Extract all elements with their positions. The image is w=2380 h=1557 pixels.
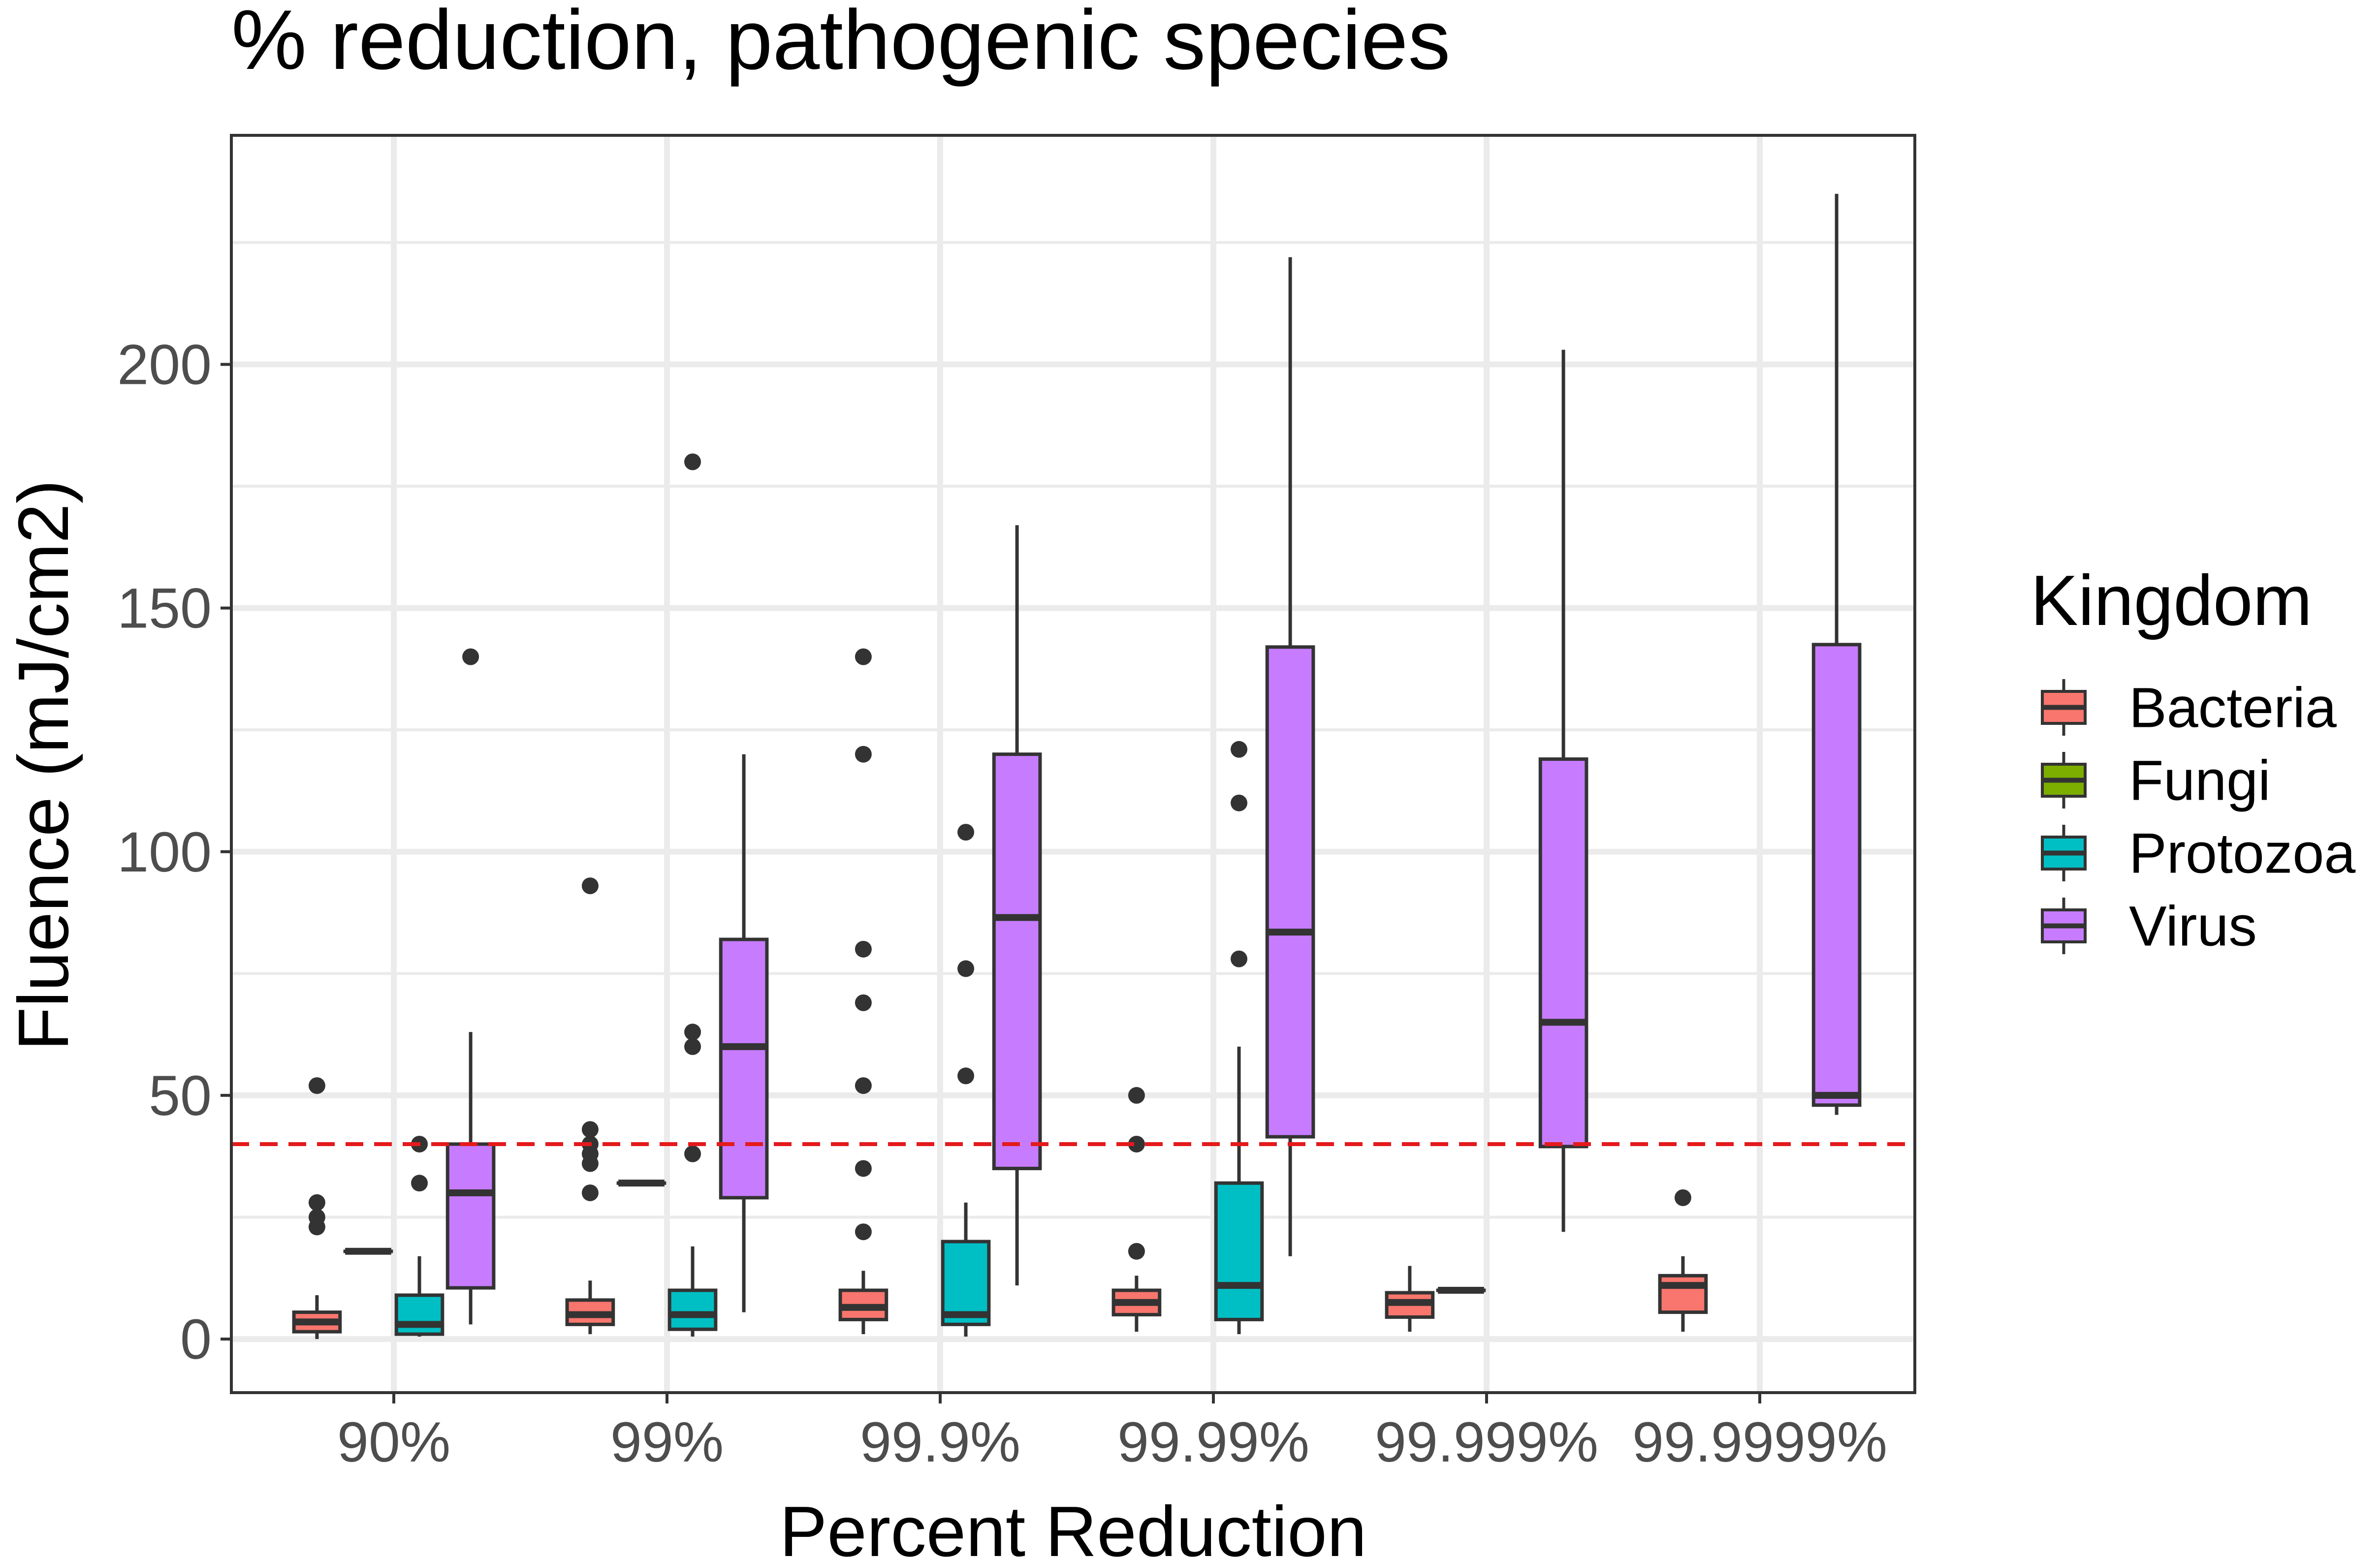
box-bacteria-99.9999%: [1658, 1189, 1708, 1332]
legend-label: Bacteria: [2129, 677, 2337, 740]
y-tick-label: 150: [117, 577, 212, 640]
outlier-point: [1128, 1243, 1145, 1260]
box-body: [1214, 1181, 1264, 1321]
outlier-point: [684, 1024, 701, 1041]
box-body: [667, 1288, 718, 1331]
outlier-point: [957, 824, 975, 841]
outlier-point: [855, 940, 872, 958]
outlier-point: [957, 1067, 975, 1085]
legend-title: Kingdom: [2031, 561, 2312, 640]
box-bacteria-90%: [292, 1077, 342, 1339]
plot-panel: [231, 135, 1915, 1393]
box-virus-99%: [719, 754, 769, 1312]
outlier-point: [684, 1145, 701, 1162]
outlier-point: [1231, 950, 1248, 967]
box-bacteria-99.999%: [1385, 1266, 1435, 1332]
box-body: [445, 1142, 496, 1290]
x-tick-label: 99.99%: [1117, 1411, 1309, 1474]
box-protozoa-99%: [667, 453, 718, 1337]
outlier-point: [411, 1175, 428, 1192]
box-virus-99.9%: [992, 525, 1042, 1286]
box-virus-99.99%: [1265, 257, 1315, 1256]
outlier-point: [855, 648, 872, 665]
x-axis-title: Percent Reduction: [780, 1492, 1367, 1557]
outlier-point: [1128, 1135, 1145, 1152]
box-protozoa-90%: [394, 1135, 444, 1337]
legend-item-virus: Virus: [2035, 895, 2257, 958]
outlier-point: [957, 960, 975, 977]
y-tick-label: 0: [180, 1308, 212, 1371]
box-body: [394, 1293, 444, 1336]
outlier-point: [1128, 1087, 1145, 1104]
box-body: [941, 1240, 991, 1326]
legend: Kingdom Bacteria Fungi Protozoa Virus: [2031, 561, 2355, 958]
outlier-point: [1231, 794, 1248, 811]
box-body: [1265, 645, 1315, 1139]
outlier-point: [1674, 1189, 1691, 1206]
y-tick-label: 100: [117, 821, 212, 884]
outlier-point: [855, 994, 872, 1011]
box-bacteria-99.9%: [838, 648, 889, 1335]
outlier-point: [684, 453, 701, 470]
box-virus-99.999%: [1538, 349, 1588, 1232]
y-tick-label: 50: [149, 1064, 212, 1127]
box-bacteria-99.99%: [1111, 1087, 1162, 1332]
y-axis-title: Fluence (mJ/cm2): [3, 480, 83, 1051]
box-body: [1538, 757, 1588, 1149]
outlier-point: [308, 1194, 325, 1211]
box-virus-90%: [445, 648, 496, 1325]
x-tick-label: 99%: [610, 1411, 724, 1474]
box-bacteria-99%: [565, 877, 615, 1335]
outlier-point: [581, 1121, 599, 1138]
outlier-point: [1231, 741, 1248, 758]
outlier-point: [684, 1038, 701, 1055]
plot-area: [230, 134, 1916, 1394]
outlier-point: [855, 1223, 872, 1241]
box-body: [1811, 643, 1862, 1107]
box-virus-99.9999%: [1811, 193, 1862, 1115]
x-tick-label: 99.999%: [1375, 1411, 1598, 1474]
box-body: [992, 752, 1042, 1170]
x-tick-label: 99.9%: [860, 1411, 1020, 1474]
legend-label: Fungi: [2129, 749, 2271, 812]
legend-item-protozoa: Protozoa: [2035, 822, 2355, 885]
x-tick-label: 99.9999%: [1632, 1411, 1887, 1474]
chart-title: % reduction, pathogenic species: [231, 0, 1450, 87]
legend-item-bacteria: Bacteria: [2035, 677, 2337, 740]
outlier-point: [581, 877, 599, 895]
x-tick-label: 90%: [337, 1411, 450, 1474]
box-protozoa-99.99%: [1214, 741, 1264, 1335]
outlier-point: [855, 1160, 872, 1177]
outlier-point: [308, 1209, 325, 1226]
outlier-point: [855, 746, 872, 763]
box-body: [1658, 1274, 1708, 1314]
outlier-point: [581, 1184, 599, 1201]
box-body: [719, 937, 769, 1200]
plot-border: [230, 134, 1916, 1394]
axes: 0 50 100 150 200 90% 99% 99.9% 99.99% 99.999% 99.9…: [117, 333, 1887, 1474]
outlier-point: [855, 1077, 872, 1094]
legend-item-fungi: Fungi: [2035, 749, 2271, 812]
outlier-point: [308, 1077, 325, 1094]
y-tick-label: 200: [117, 333, 212, 396]
outlier-point: [462, 648, 479, 665]
legend-label: Virus: [2129, 895, 2257, 958]
box-protozoa-99.9%: [941, 824, 991, 1337]
legend-label: Protozoa: [2129, 822, 2355, 885]
